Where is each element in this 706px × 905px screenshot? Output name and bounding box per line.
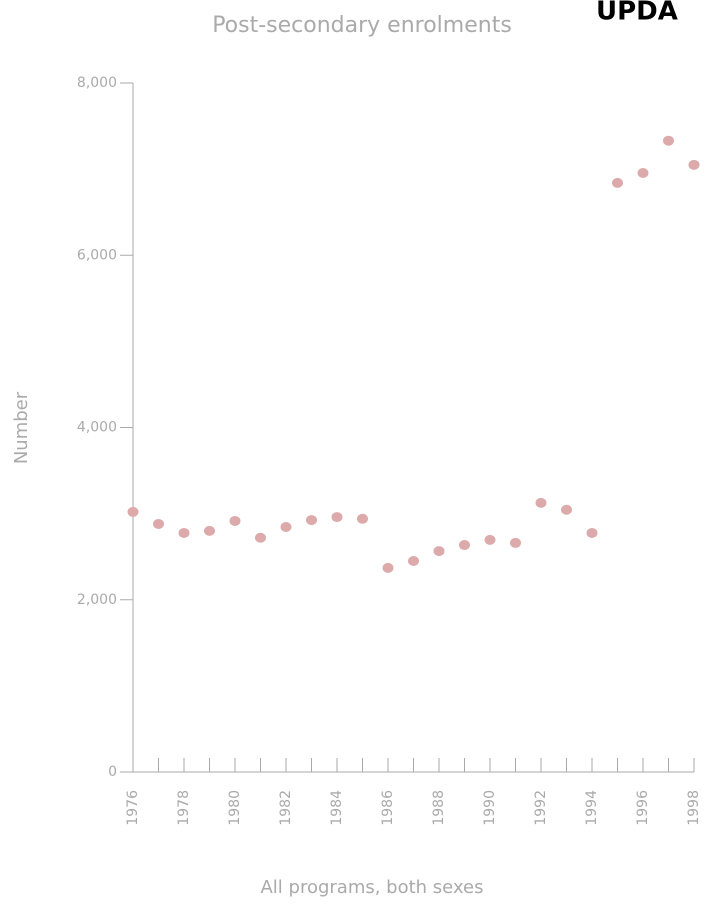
point — [433, 546, 445, 557]
point — [382, 562, 394, 573]
x-tick-label: 1992 — [533, 790, 549, 826]
x-tick-label: 1996 — [635, 790, 651, 826]
x-tick-label: 1982 — [278, 790, 294, 826]
point — [306, 515, 317, 526]
y-axis-title: Number — [11, 391, 32, 464]
y-tick-label: 6,000 — [77, 247, 117, 263]
y-tick-label: 2,000 — [77, 592, 117, 608]
x-tick-label: 1990 — [482, 790, 498, 826]
point — [331, 512, 343, 523]
x-tick-label: 1976 — [125, 790, 141, 826]
point — [408, 555, 419, 566]
point — [127, 506, 139, 517]
x-tick-label: 1984 — [329, 790, 345, 826]
point — [510, 537, 521, 548]
point — [586, 528, 598, 539]
y-tick-label: 4,000 — [77, 420, 117, 436]
point — [255, 532, 266, 543]
corner-text: UPDA — [596, 0, 678, 27]
point — [663, 135, 674, 146]
chart-title: Post-secondary enrolments — [212, 13, 512, 38]
point — [357, 513, 368, 524]
point — [229, 515, 241, 526]
point — [204, 525, 215, 536]
point — [459, 540, 470, 551]
x-tick-label: 1980 — [227, 790, 243, 826]
point — [637, 168, 649, 179]
x-tick-label: 1978 — [176, 790, 192, 826]
point — [178, 528, 190, 539]
y-tick-label: 0 — [108, 764, 117, 780]
x-axis-title: All programs, both sexes — [260, 877, 483, 898]
x-tick-label: 1986 — [380, 790, 396, 826]
point — [561, 504, 572, 515]
x-tick-label: 1998 — [686, 790, 702, 826]
point — [280, 521, 292, 532]
point — [612, 177, 623, 188]
y-tick-label: 8,000 — [77, 75, 117, 91]
point — [484, 534, 496, 545]
x-tick-label: 1994 — [584, 790, 600, 826]
point — [153, 518, 164, 529]
point — [535, 497, 547, 508]
point — [688, 159, 700, 170]
x-tick-label: 1988 — [431, 790, 447, 826]
